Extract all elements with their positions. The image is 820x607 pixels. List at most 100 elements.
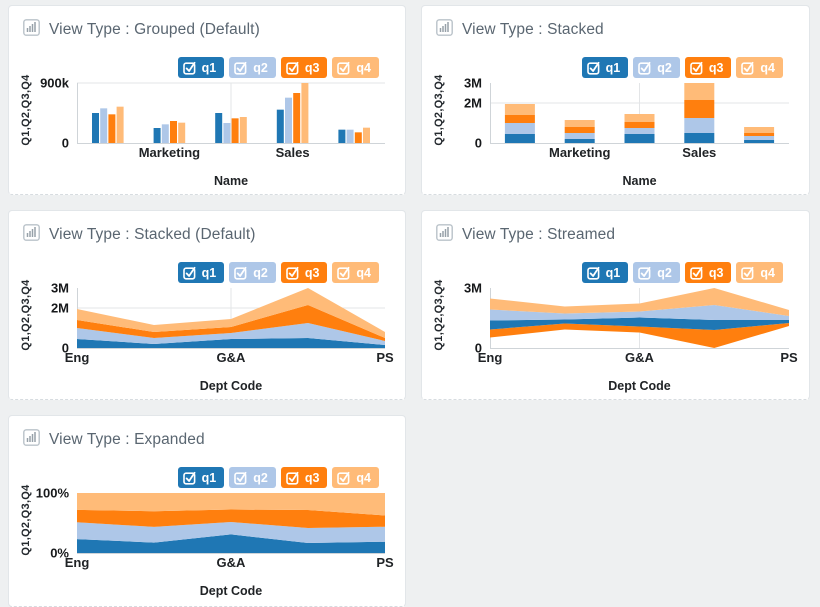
legend-item-q3[interactable]: q3 <box>684 262 732 283</box>
y-tick-label: 2M <box>50 300 69 316</box>
panel-title: View Type : Grouped (Default) <box>49 21 260 38</box>
x-tick-label: Marketing <box>138 145 201 160</box>
legend: q1 q2 q3 q4 <box>177 262 379 283</box>
legend-item-label: q3 <box>304 60 320 75</box>
bar-chart-icon <box>23 224 40 246</box>
legend-item-label: q3 <box>304 265 320 280</box>
bar-chart-icon <box>436 224 453 246</box>
panel-view-type-expanded: View Type : Expanded q1 q2 q3 q4 Q1,Q2,Q3,Q… <box>8 415 406 607</box>
checkbox-icon <box>690 266 703 280</box>
x-tick-label: G&A <box>216 555 246 570</box>
checkbox-icon <box>234 266 247 280</box>
legend-item-label: q3 <box>708 60 724 75</box>
x-tick-label: PS <box>780 350 798 365</box>
legend-item-label: q1 <box>201 60 217 75</box>
checkbox-icon <box>586 266 600 280</box>
legend-item-q4[interactable]: q4 <box>736 262 783 283</box>
x-tick-label: Sales <box>275 145 310 160</box>
checkbox-icon <box>286 266 299 280</box>
legend-item-q3[interactable]: q3 <box>280 262 328 283</box>
panel-view-type-grouped: View Type : Grouped (Default) q1 q2 q3 q4 Q… <box>8 5 406 195</box>
bar-chart-icon <box>23 429 40 451</box>
panel-header: View Type : Stacked <box>436 19 604 41</box>
x-tick-label: Eng <box>64 350 90 365</box>
y-tick-label: 100% <box>35 485 69 501</box>
x-tick-label: Eng <box>64 555 90 570</box>
panel-view-type-streamed: View Type : Streamed q1 q2 q3 q4 Q1,Q2,Q3,Q… <box>421 210 810 400</box>
legend: q1 q2 q3 q4 <box>177 467 379 488</box>
checkbox-icon <box>234 471 247 485</box>
legend-item-label: q4 <box>760 60 775 75</box>
legend-item-label: q2 <box>253 265 268 280</box>
y-tick-label: 0% <box>50 545 69 561</box>
legend: q1 q2 q3 q4 <box>581 262 783 283</box>
bar-chart-icon <box>23 19 40 41</box>
legend-item-q3[interactable]: q3 <box>280 57 328 78</box>
legend-item-q4[interactable]: q4 <box>736 57 783 78</box>
checkbox-icon <box>690 61 703 75</box>
legend-item-label: q4 <box>760 265 775 280</box>
legend-item-q3[interactable]: q3 <box>684 57 732 78</box>
legend-item-label: q4 <box>356 470 371 485</box>
legend: q1 q2 q3 q4 <box>177 57 379 78</box>
legend-item-q1[interactable]: q1 <box>177 262 225 283</box>
legend-item-q2[interactable]: q2 <box>633 57 680 78</box>
x-axis-title: Dept Code <box>608 379 671 393</box>
legend-item-q3[interactable]: q3 <box>280 467 328 488</box>
panel-header: View Type : Expanded <box>23 429 205 451</box>
legend-item-q1[interactable]: q1 <box>581 262 629 283</box>
x-axis-title: Name <box>622 174 657 188</box>
y-tick-label: 3M <box>463 280 482 296</box>
checkbox-icon <box>182 471 196 485</box>
panel-header: View Type : Streamed <box>436 224 615 246</box>
legend-item-q2[interactable]: q2 <box>633 262 680 283</box>
legend-item-q4[interactable]: q4 <box>332 467 379 488</box>
legend-item-label: q3 <box>304 470 320 485</box>
x-tick-label: PS <box>376 350 394 365</box>
panel-header: View Type : Grouped (Default) <box>23 19 260 41</box>
checkbox-icon <box>182 266 196 280</box>
checkbox-icon <box>286 471 299 485</box>
y-tick-label: 900k <box>40 75 69 91</box>
panel-view-type-stacked-default: View Type : Stacked (Default) q1 q2 q3 q4 Q… <box>8 210 406 400</box>
checkbox-icon <box>337 61 350 75</box>
x-tick-label: Sales <box>682 145 717 160</box>
checkbox-icon <box>234 61 247 75</box>
y-tick-label: 0 <box>474 135 482 151</box>
y-tick-label: 0 <box>61 340 69 356</box>
checkbox-icon <box>586 61 600 75</box>
legend-item-q2[interactable]: q2 <box>229 467 276 488</box>
x-tick-label: Eng <box>477 350 503 365</box>
legend-item-label: q4 <box>356 265 371 280</box>
legend-item-label: q4 <box>356 60 371 75</box>
legend-item-q1[interactable]: q1 <box>177 57 225 78</box>
x-tick-label: PS <box>376 555 394 570</box>
legend-item-label: q2 <box>657 265 672 280</box>
legend-item-q1[interactable]: q1 <box>177 467 225 488</box>
checkbox-icon <box>741 266 754 280</box>
checkbox-icon <box>182 61 196 75</box>
legend-item-q2[interactable]: q2 <box>229 57 276 78</box>
legend-item-q1[interactable]: q1 <box>581 57 629 78</box>
panel-title: View Type : Streamed <box>462 226 616 243</box>
legend: q1 q2 q3 q4 <box>581 57 783 78</box>
x-axis-title: Dept Code <box>199 584 263 598</box>
legend-item-label: q2 <box>253 470 268 485</box>
checkbox-icon <box>638 266 651 280</box>
panel-title: View Type : Expanded <box>49 431 205 448</box>
chart-plot <box>77 288 385 349</box>
y-tick-label: 2M <box>463 95 482 111</box>
legend-item-q4[interactable]: q4 <box>332 57 379 78</box>
legend-item-label: q1 <box>201 265 217 280</box>
y-tick-label: 0 <box>61 135 69 151</box>
legend-item-label: q1 <box>605 265 621 280</box>
checkbox-icon <box>741 61 754 75</box>
y-tick-label: 3M <box>463 75 482 91</box>
checkbox-icon <box>638 61 651 75</box>
chart-plot <box>490 288 789 349</box>
legend-item-q4[interactable]: q4 <box>332 262 379 283</box>
panel-header: View Type : Stacked (Default) <box>23 224 256 246</box>
legend-item-q2[interactable]: q2 <box>229 262 276 283</box>
chart-plot <box>77 493 385 554</box>
legend-item-label: q2 <box>657 60 672 75</box>
